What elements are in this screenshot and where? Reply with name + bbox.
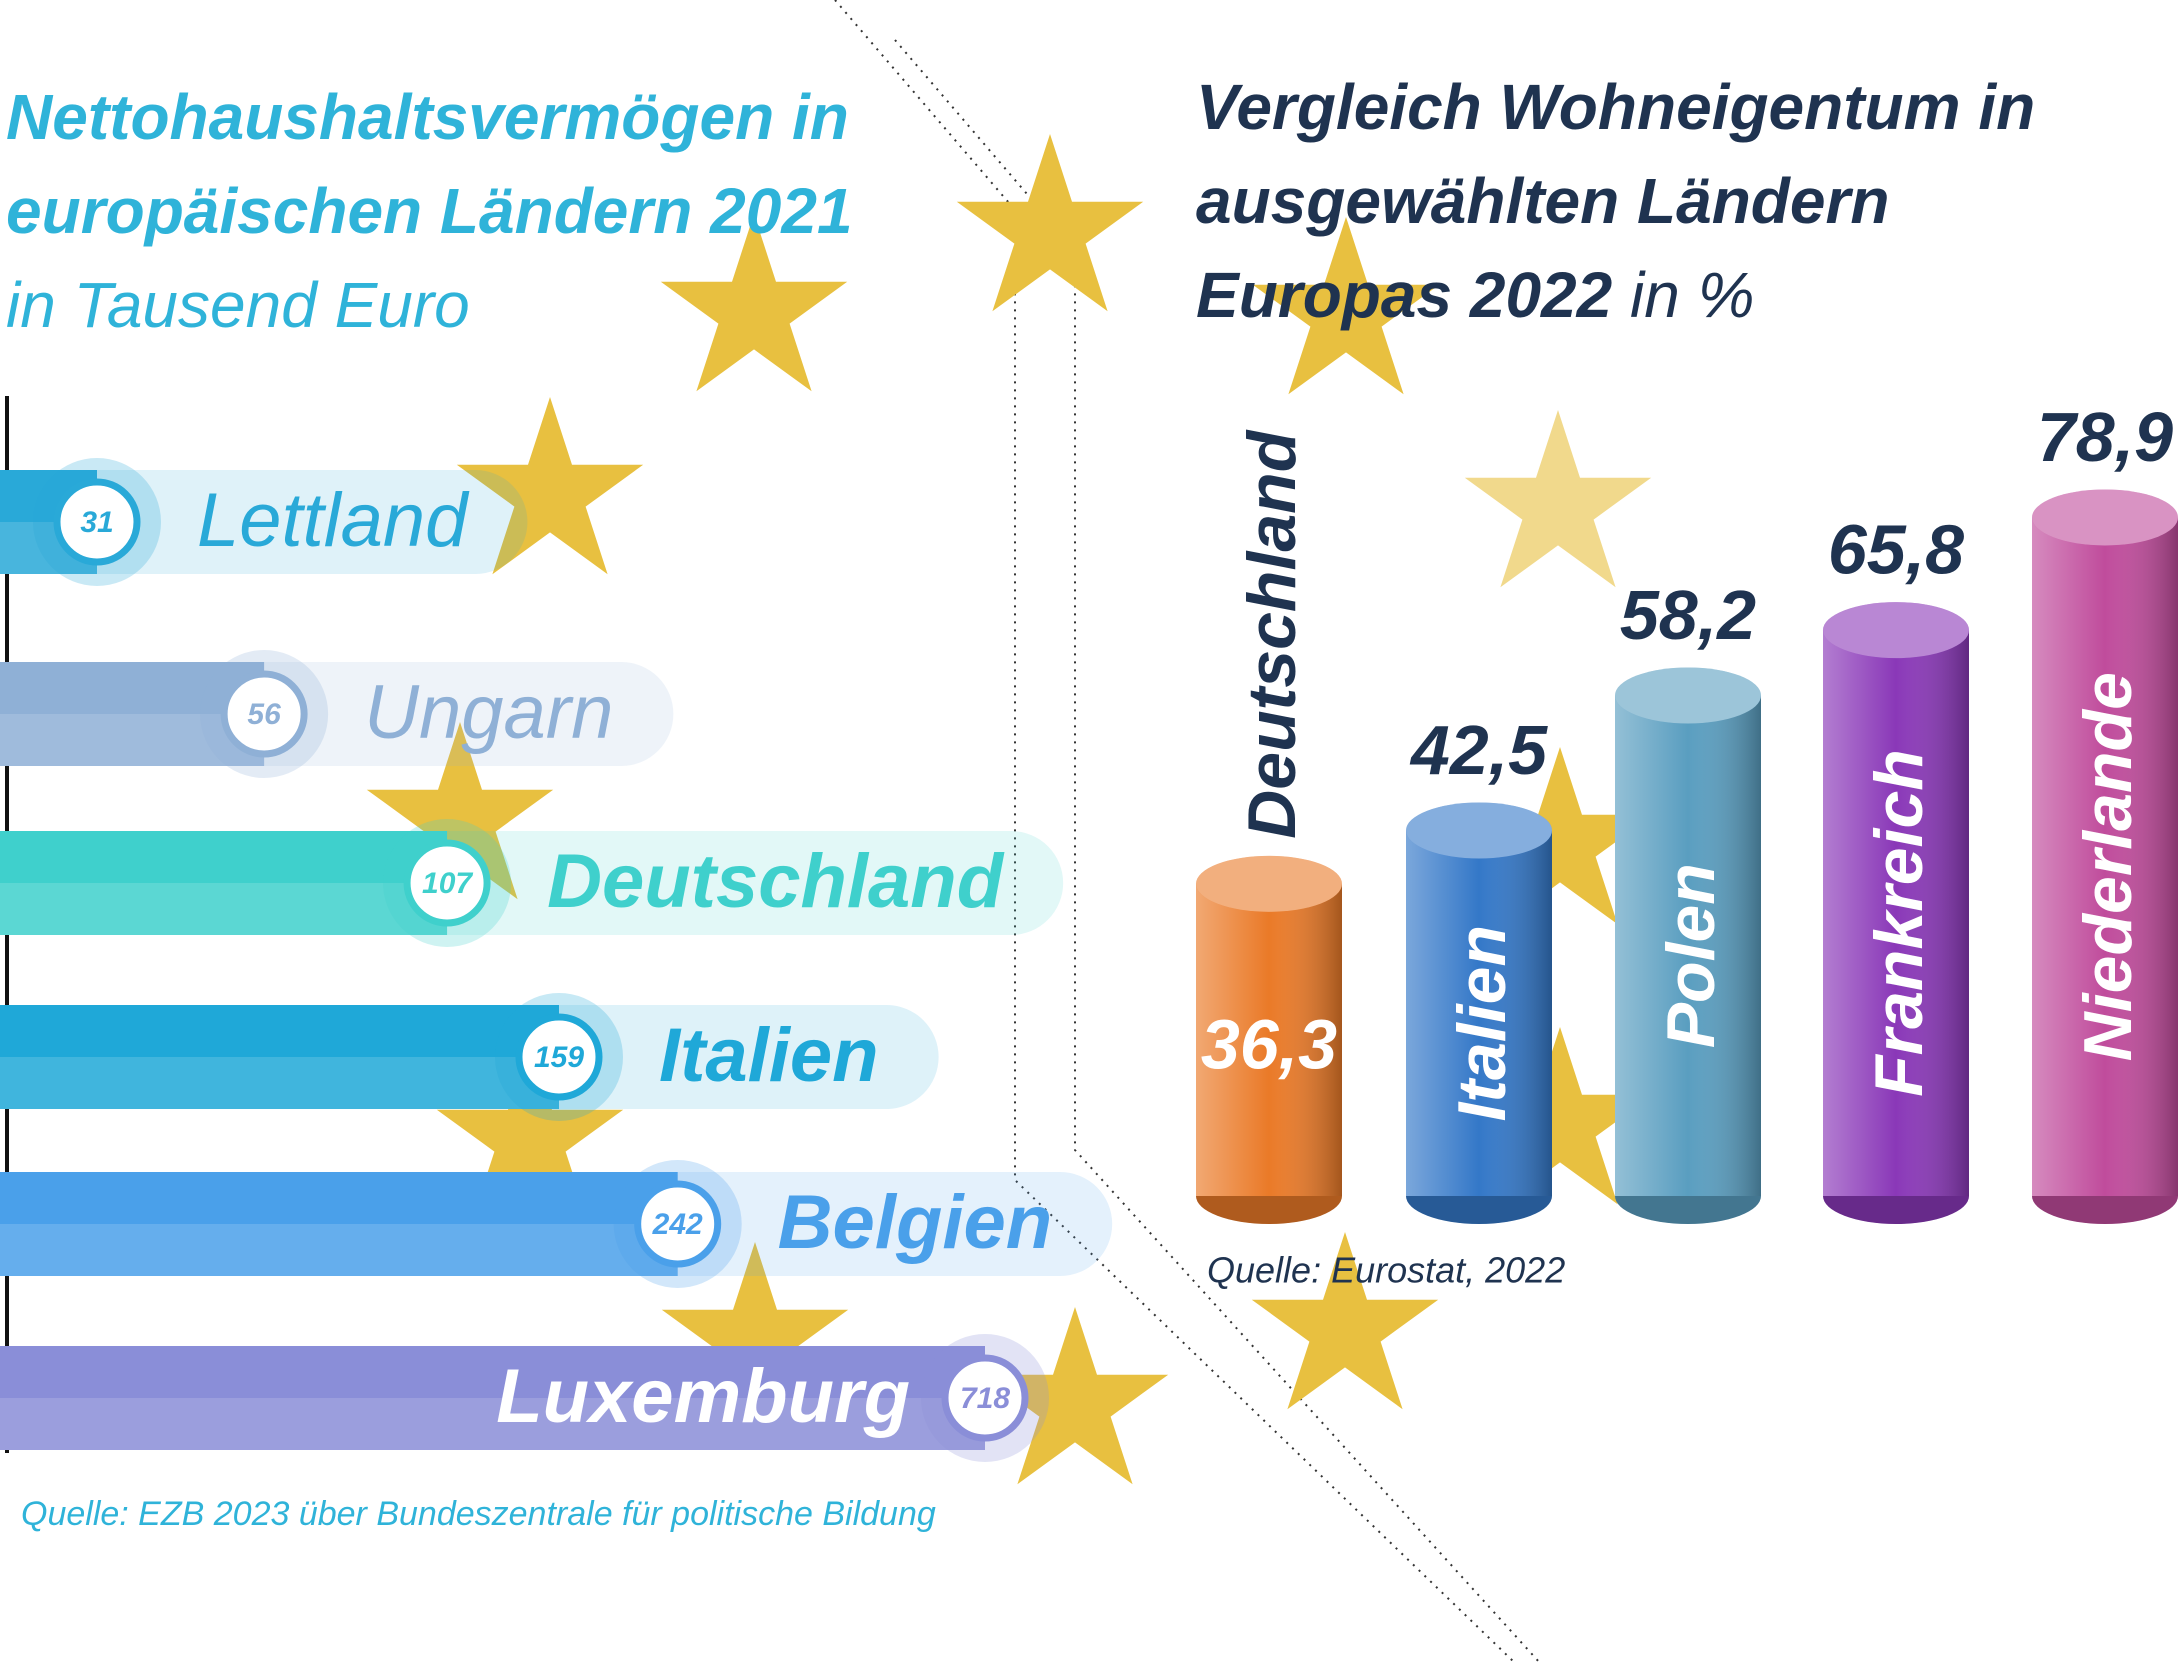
- category-label: Italien: [1444, 925, 1520, 1122]
- category-label: Polen: [1653, 863, 1729, 1048]
- value-circle: [53, 478, 141, 566]
- bar-shade: [0, 714, 265, 766]
- value-circle: [220, 670, 308, 758]
- value-label: 78,9: [2037, 398, 2173, 476]
- category-label: Italien: [659, 1013, 879, 1098]
- value-circle: [941, 1354, 1029, 1442]
- chart-title: Nettohaushaltsvermögen in europäischen L…: [6, 81, 853, 247]
- bar: [0, 1005, 559, 1109]
- value-label: 31: [80, 506, 113, 539]
- value-label: 159: [534, 1041, 584, 1074]
- bar-shade: [0, 1057, 559, 1109]
- bar-shade: [0, 1224, 678, 1276]
- category-label: Luxemburg: [496, 1354, 910, 1439]
- category-label: Belgien: [778, 1180, 1053, 1265]
- value-label: 36,3: [1201, 1005, 1337, 1083]
- bar-shade: [0, 883, 448, 935]
- category-label: Deutschland: [1234, 429, 1310, 839]
- cylinder-top: [2032, 489, 2178, 546]
- bar: [0, 1346, 985, 1450]
- category-label: Frankreich: [1861, 749, 1937, 1097]
- cylinder-top-shade: [1406, 802, 1552, 859]
- bar: [0, 662, 265, 766]
- name-group: Deutschland: [1234, 429, 1310, 839]
- category-label: Deutschland: [547, 839, 1005, 924]
- bar: [0, 831, 448, 935]
- chart-subtitle: in %: [1630, 259, 1755, 331]
- title-block: Vergleich Wohneigentum in ausgewählten L…: [1196, 60, 2056, 342]
- cylinder-shade: [1823, 630, 1969, 1196]
- cylinder-shade: [1406, 830, 1552, 1196]
- cylinder-top-shade: [1823, 602, 1969, 659]
- value-label: 42,5: [1409, 711, 1548, 789]
- cylinder-top-shade: [1615, 667, 1761, 724]
- cylinder-top: [1615, 667, 1761, 724]
- value-label: 107: [422, 867, 473, 900]
- category-label: Lettland: [197, 478, 470, 563]
- source: Quelle: EZB 2023 über Bundeszentrale für…: [21, 1495, 936, 1533]
- name-group: Frankreich: [1861, 749, 1937, 1097]
- cylinder-shade: [1196, 883, 1342, 1196]
- value-label: 56: [247, 698, 281, 731]
- value-label: 58,2: [1620, 576, 1756, 654]
- value-label: 65,8: [1828, 511, 1964, 589]
- name-group: Polen: [1653, 863, 1729, 1048]
- cylinder-top: [1196, 855, 1342, 912]
- source: Quelle: Eurostat, 2022: [1207, 1250, 1565, 1291]
- name-group: Niederlande: [2070, 672, 2146, 1061]
- value-label: 242: [652, 1208, 703, 1241]
- category-label: Niederlande: [2070, 672, 2146, 1061]
- value-circle: [634, 1180, 722, 1268]
- title-block: Nettohaushaltsvermögen in europäischen L…: [6, 70, 866, 352]
- cylinder-top-shade: [1196, 855, 1342, 912]
- value-circle: [515, 1013, 603, 1101]
- value-circle: [403, 839, 491, 927]
- category-label: Ungarn: [364, 670, 613, 755]
- cylinder-top: [1406, 802, 1552, 859]
- chart-subtitle: in Tausend Euro: [6, 269, 470, 341]
- cylinder-shade: [2032, 517, 2178, 1196]
- cylinder-top-shade: [2032, 489, 2178, 546]
- cylinder-shade: [1615, 695, 1761, 1196]
- bar: [0, 1172, 678, 1276]
- chart-title: Vergleich Wohneigentum in ausgewählten L…: [1196, 71, 2036, 331]
- cylinder-top: [1823, 602, 1969, 659]
- value-label: 718: [960, 1382, 1010, 1415]
- bar-shade: [0, 1398, 985, 1450]
- name-group: Italien: [1444, 925, 1520, 1122]
